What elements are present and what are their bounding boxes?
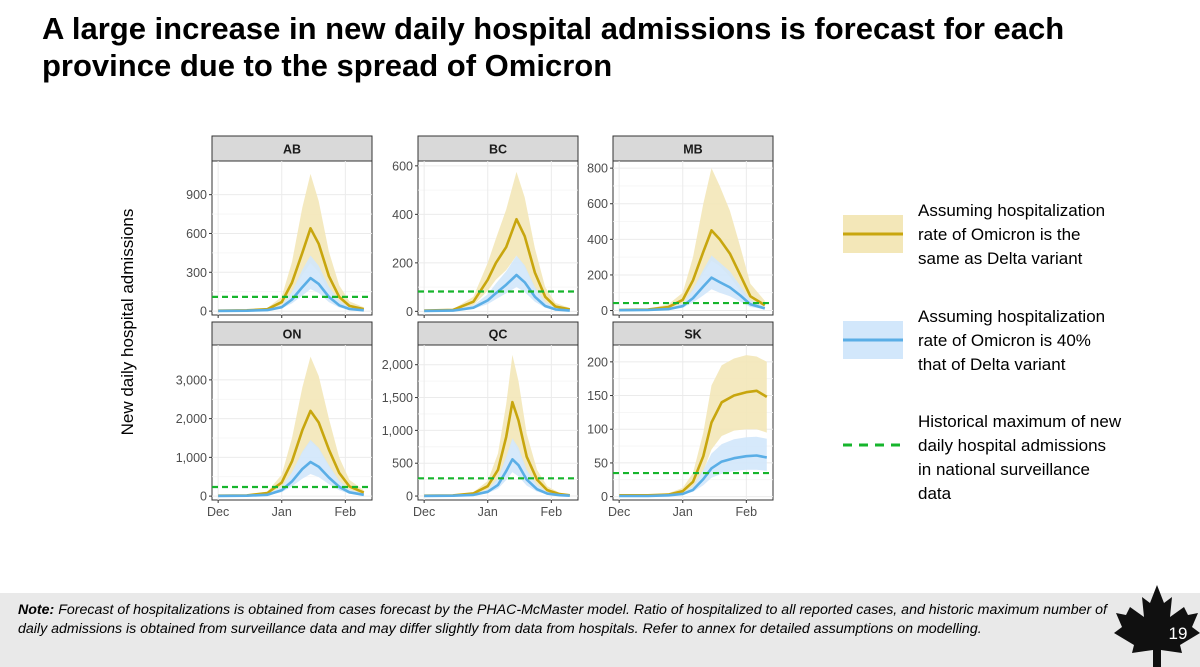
y-tick-label-bc-3: 600 [392,159,413,173]
y-tick-label-on-3: 3,000 [176,373,207,387]
x-tick-label-sk-2: Feb [736,505,758,519]
line-forty-percent-on [218,460,365,498]
note-body: Forecast of hospitalizations is obtained… [18,602,1107,637]
y-tick-label-mb-4: 800 [587,162,608,176]
x-tick-label-qc-2: Feb [541,505,563,519]
line-same-as-delta-bc [424,217,571,312]
note-bar: Note: Forecast of hospitalizations is ob… [0,593,1200,667]
band-same-as-delta-bc [424,171,570,311]
panel-strip-mb [612,135,774,162]
line-same-as-delta-mb [619,229,766,312]
panel-title-mb: MB [683,143,702,157]
note-text: Note: Forecast of hospitalizations is ob… [18,601,1108,639]
band-same-as-delta-ab [218,173,364,311]
legend-swatch-same-as-delta [843,215,903,253]
y-tick-label-ab-1: 300 [186,266,207,280]
panel-title-qc: QC [489,328,508,342]
panel-title-bc: BC [489,143,507,157]
line-forty-percent-mb [619,276,766,312]
legend-label-historical-max: Historical maximum of new daily hospital… [918,412,1122,503]
line-forty-percent-ab [218,276,364,313]
x-tick-label-qc-0: Dec [413,505,435,519]
band-forty-percent-qc [424,438,570,496]
y-tick-label-on-2: 2,000 [176,412,207,426]
line-forty-percent-qc [424,458,570,498]
y-tick-label-qc-0: 0 [406,490,413,504]
panel-bc: BC 0 200 400 600 [392,135,579,319]
x-tick-label-qc-1: Jan [478,505,498,519]
band-forty-percent-on [218,439,364,496]
page-number: 19 [1168,624,1188,643]
x-tick-label-sk-0: Dec [608,505,630,519]
panel-strip-bc [417,135,579,162]
maple-leaf-icon [1114,585,1200,667]
y-tick-label-ab-3: 900 [186,188,207,202]
panel-ab: AB 0 300 600 900 [186,135,373,319]
x-tick-label-on-2: Feb [335,505,357,519]
y-tick-label-qc-1: 500 [392,457,413,471]
x-tick-label-sk-1: Jan [673,505,693,519]
legend-label-forty-percent: Assuming hospitalization rate of Omicron… [918,307,1106,374]
panel-on: ON 0 1,000 2,000 3,000 Dec Jan Feb [176,321,373,519]
band-same-as-delta-sk [619,355,767,496]
y-tick-label-bc-2: 400 [392,208,413,222]
y-tick-label-qc-2: 1,000 [382,424,413,438]
panel-mb: MB 0 200 400 600 800 [587,135,774,318]
line-same-as-delta-on [218,409,365,497]
panel-title-ab: AB [283,143,301,157]
panel-title-on: ON [283,328,302,342]
band-forty-percent-bc [424,255,570,312]
y-tick-label-bc-0: 0 [406,305,413,319]
x-tick-label-on-0: Dec [207,505,229,519]
y-tick-label-sk-4: 200 [587,355,608,369]
y-tick-label-mb-1: 200 [587,268,608,282]
legend-swatch-historical-max [843,443,903,447]
panel-qc: QC 0 500 1,000 1,500 2,000 Dec Jan Feb [382,321,579,519]
y-tick-label-qc-4: 2,000 [382,358,413,372]
y-tick-label-sk-3: 150 [587,389,608,403]
y-tick-label-on-1: 1,000 [176,451,207,465]
y-tick-label-qc-3: 1,500 [382,391,413,405]
y-tick-label-mb-3: 600 [587,197,608,211]
band-same-as-delta-on [218,356,364,496]
legend-label-same-as-delta: Assuming hospitalization rate of Omicron… [918,201,1106,268]
y-tick-label-sk-2: 100 [587,423,608,437]
note-label: Note: [18,602,55,618]
y-tick-label-on-0: 0 [200,490,207,504]
line-same-as-delta-qc [424,400,570,497]
y-tick-label-ab-0: 0 [200,305,207,319]
band-same-as-delta-qc [424,354,570,496]
y-tick-label-sk-0: 0 [601,490,608,504]
band-forty-percent-sk [619,436,767,497]
legend-swatch-forty-percent [843,321,903,359]
y-tick-label-mb-0: 0 [601,304,608,318]
y-tick-label-mb-2: 400 [587,233,608,247]
panel-sk: SK 0 50 100 150 200 Dec Jan Feb [587,321,774,519]
y-tick-label-sk-1: 50 [594,456,608,470]
y-tick-label-ab-2: 600 [186,227,207,241]
x-tick-label-on-1: Jan [272,505,292,519]
slide-title: A large increase in new daily hospital a… [42,11,1065,83]
line-forty-percent-bc [424,273,570,313]
panel-title-sk: SK [684,328,701,342]
y-tick-label-bc-1: 200 [392,256,413,270]
